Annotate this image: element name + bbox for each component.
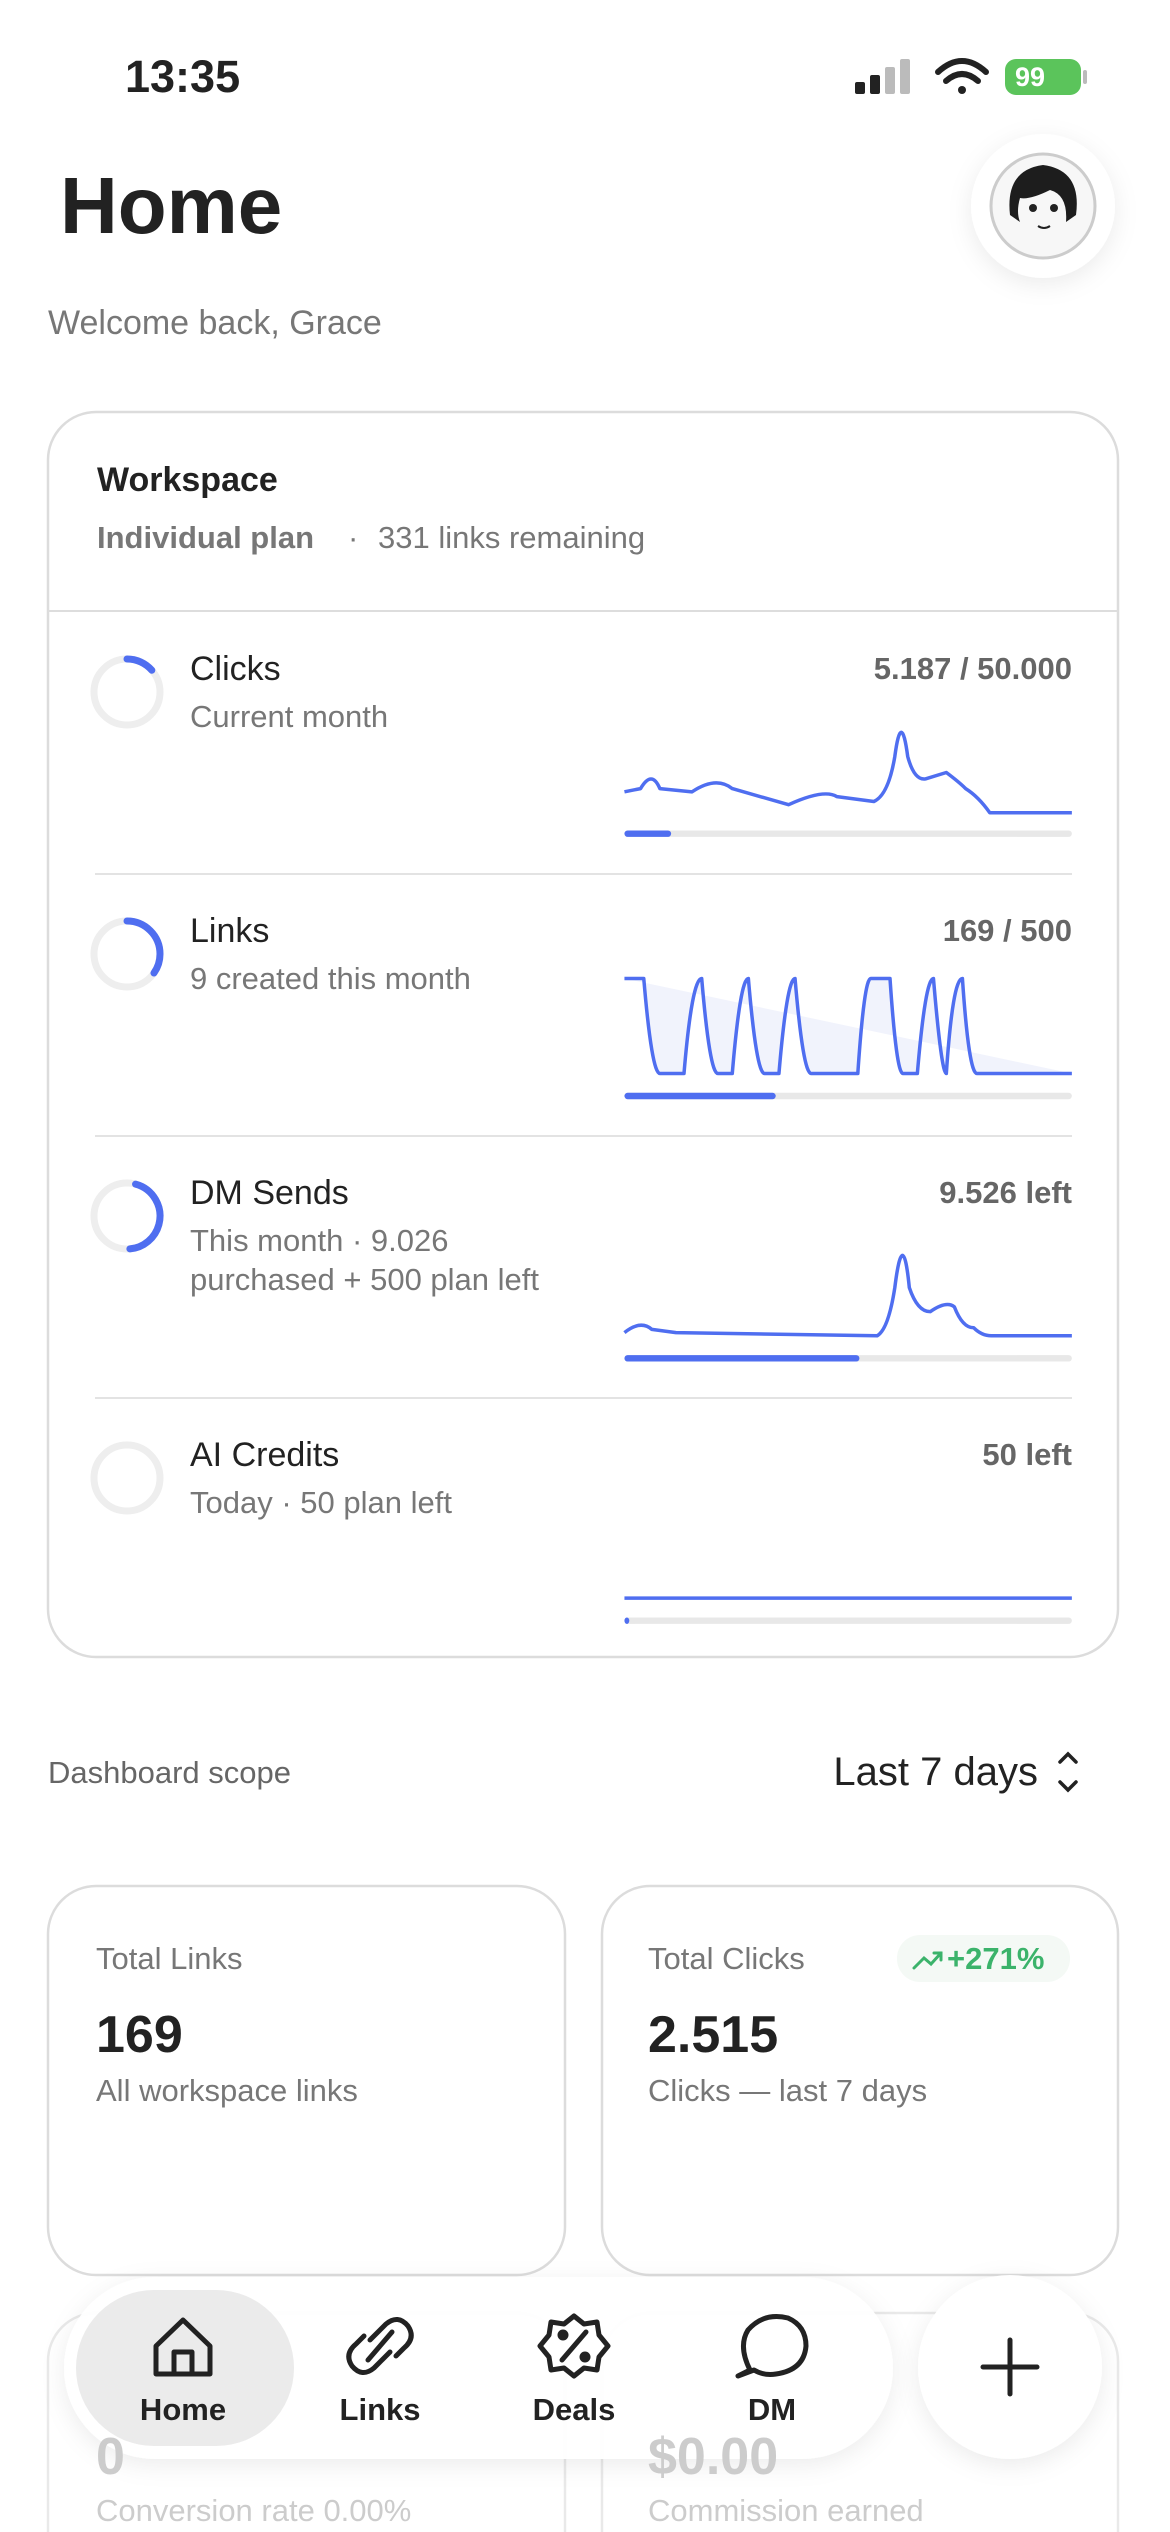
stat-change: +271% [947,1941,1045,1976]
battery-tip [1083,70,1087,84]
status-time: 13:35 [125,51,241,102]
stat-title: Total Links [96,1941,243,1976]
avatar[interactable] [971,134,1115,278]
usage-rings [90,655,164,1515]
row-value: 50 left [982,1437,1072,1472]
row-detail: 9 created this month [190,961,471,996]
change-badge [897,1935,1070,1982]
row-dividers [95,873,1072,1399]
page-title: Home [60,161,283,250]
row-name: AI Credits [190,1436,340,1474]
stat-detail: Clicks — last 7 days [648,2073,928,2108]
stat-detail: All workspace links [96,2073,358,2108]
tab-deals[interactable]: Deals [532,2392,616,2427]
card-title: Workspace [97,461,278,499]
wifi-icon [935,58,989,94]
signal-icon [855,59,910,94]
row-name: DM Sends [190,1174,349,1212]
stat-value: $0.00 [648,2428,779,2486]
row-value: 169 / 500 [942,913,1072,948]
stat-detail: Conversion rate 0.00% [96,2493,412,2528]
welcome-text: Welcome back, Grace [48,304,382,342]
tab-dm[interactable]: DM [747,2392,797,2427]
links-remaining: 331 links remaining [378,520,646,555]
battery-level: 99 [1015,62,1046,92]
row-name: Links [190,912,270,950]
tab-highlight [76,2290,294,2446]
stat-title: Total Clicks [648,1941,805,1976]
tab-home[interactable]: Home [139,2392,227,2427]
add-button[interactable] [918,2275,1102,2459]
row-value: 5.187 / 50.000 [873,651,1072,686]
scope-label: Dashboard scope [48,1755,291,1790]
stat-value: 0 [96,2428,125,2486]
stat-value: 169 [96,2006,183,2064]
separator: · [348,520,359,555]
scope-selector[interactable]: Last 7 days [833,1750,1038,1794]
plan-name: Individual plan [97,520,315,555]
row-name: Clicks [190,650,281,688]
row-value: 9.526 left [939,1175,1072,1210]
workspace-card [46,410,1120,1659]
row-detail: Today · 50 plan left [190,1485,452,1520]
stat-value: 2.515 [648,2006,779,2064]
chevron-icon[interactable] [1058,1751,1078,1793]
tab-icons [153,2313,809,2379]
battery-icon [1005,59,1081,95]
trend-icon [912,1951,943,1970]
row-detail: Current month [190,699,389,734]
tab-links[interactable]: Links [339,2392,421,2427]
stat-detail: Commission earned [648,2493,924,2528]
row-detail: This month · 9.026 purchased + 500 plan … [190,1223,540,1297]
